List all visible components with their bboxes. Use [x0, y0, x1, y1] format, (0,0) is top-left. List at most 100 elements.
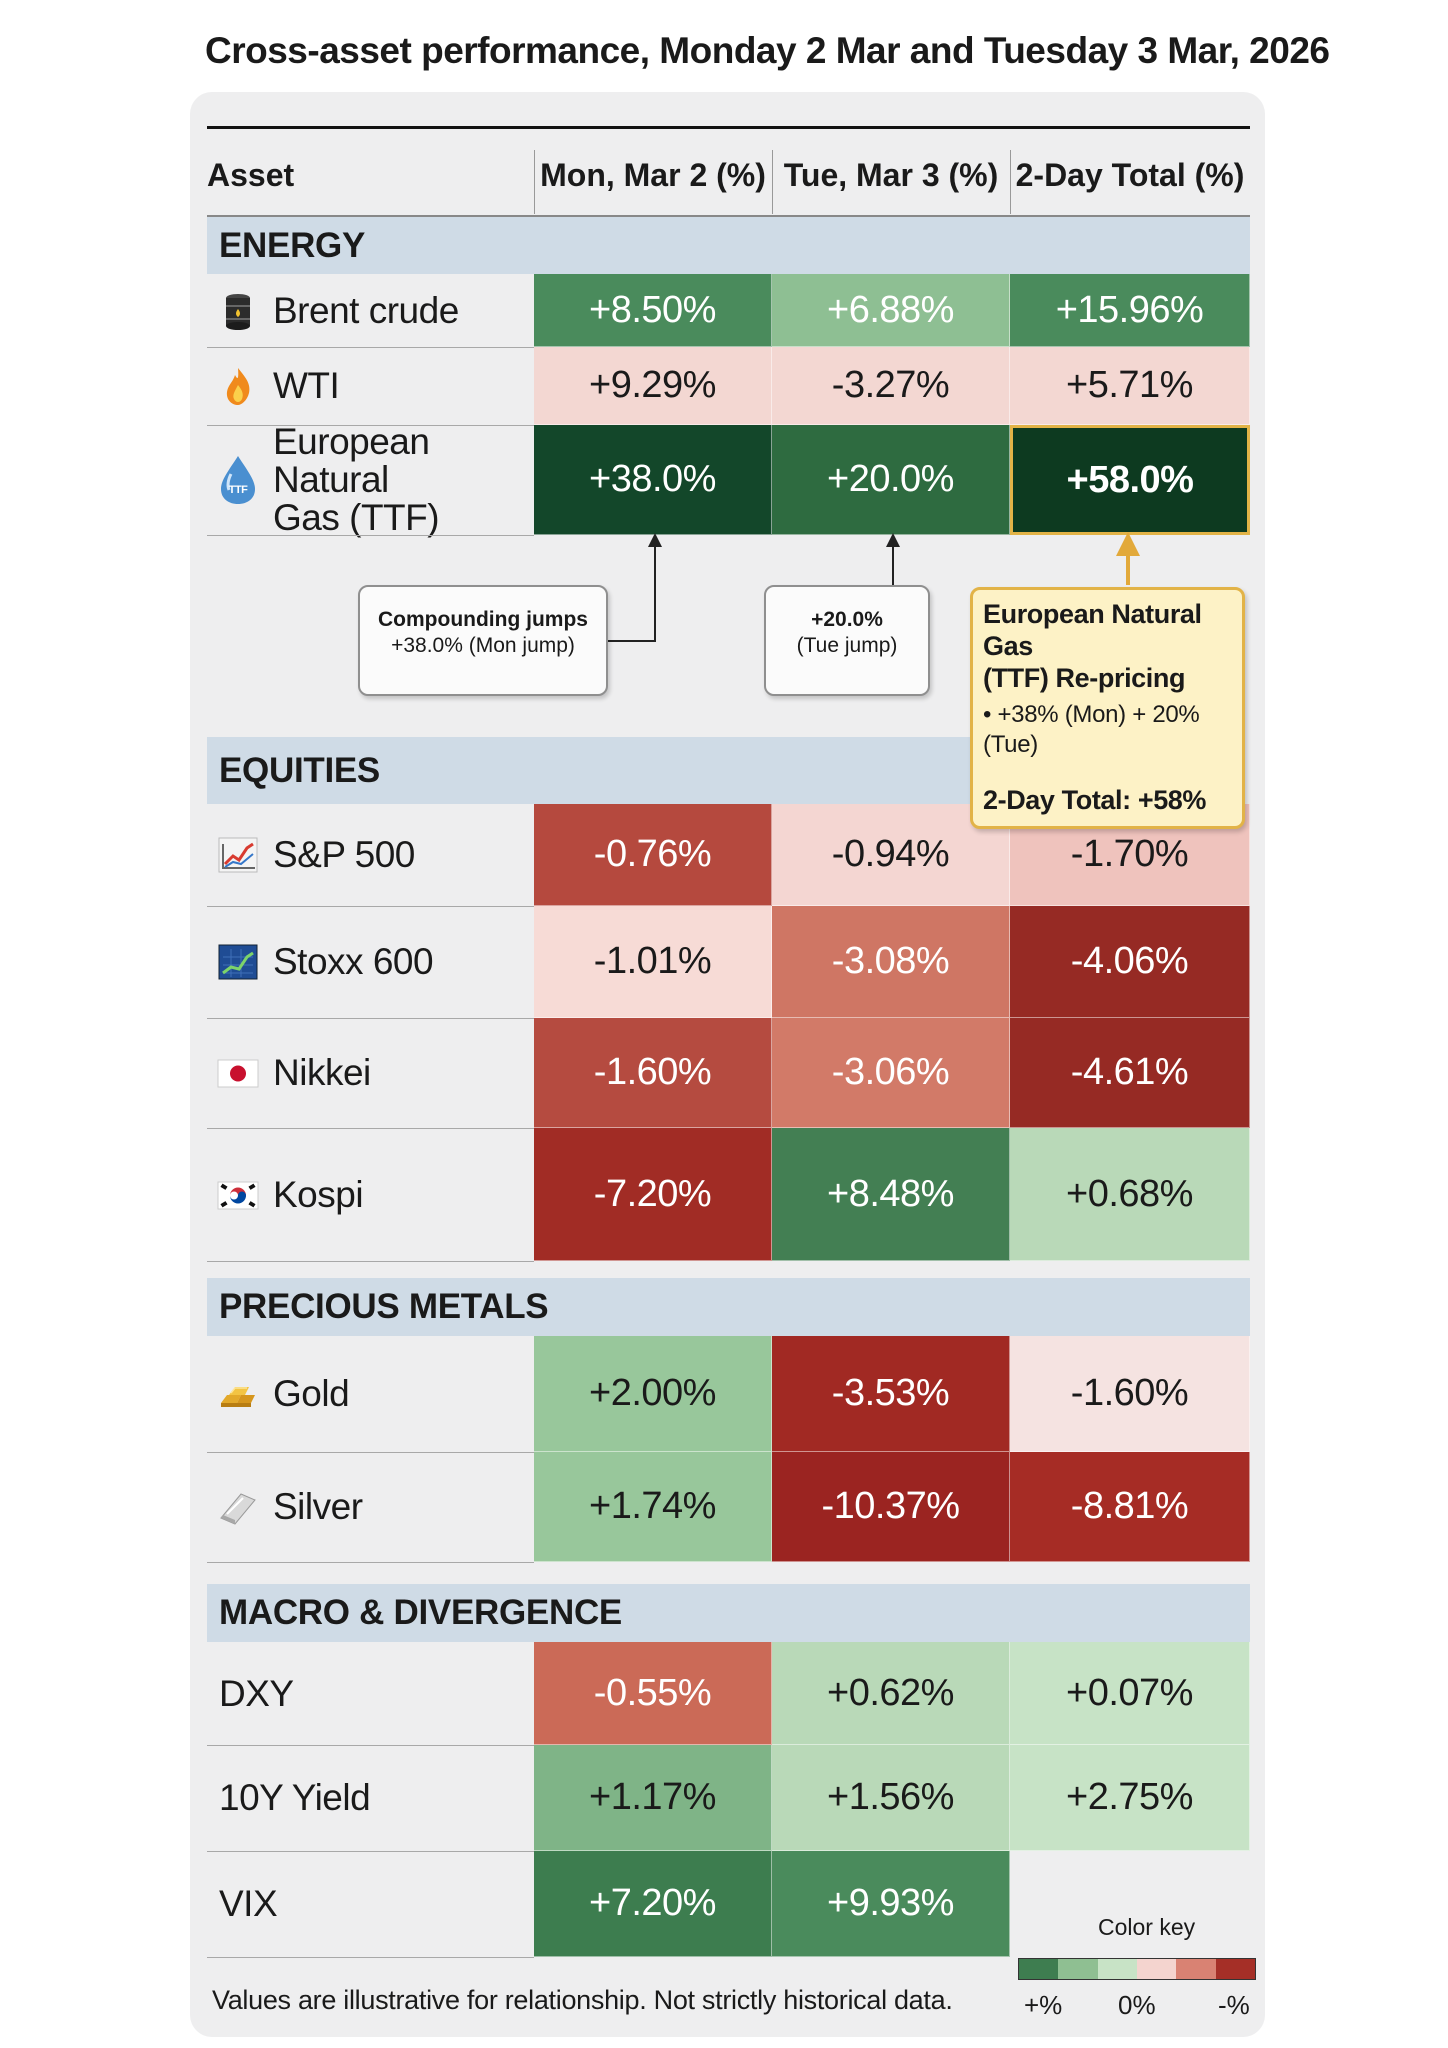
color-key-label-zero: 0% — [1118, 1990, 1156, 2020]
asset-stoxx-600: Stoxx 600 — [207, 906, 534, 1018]
row-divider — [207, 1128, 534, 1129]
asset-label: VIX — [219, 1883, 278, 1924]
callout-tue-jump: +20.0% (Tue jump) — [764, 585, 930, 696]
value-cell-silver-total: -8.81% — [1010, 1452, 1250, 1562]
value-cell-brent-crude-mon: +8.50% — [534, 274, 772, 347]
value-cell-stoxx-600-tue: -3.08% — [772, 906, 1010, 1018]
header-rule — [207, 215, 1250, 217]
value-cell-dxy-total: +0.07% — [1010, 1642, 1250, 1745]
row-divider — [207, 1851, 534, 1852]
section-header-macro: MACRO & DIVERGENCE — [207, 1584, 1250, 1642]
chart-title: Cross-asset performance, Monday 2 Mar an… — [205, 30, 1330, 71]
table-top-rule — [207, 126, 1250, 129]
column-header-tue: Tue, Mar 3 (%) — [783, 156, 999, 193]
value-cell-stoxx-600-total: -4.06% — [1010, 906, 1250, 1018]
value-cell-vix-mon: +7.20% — [534, 1851, 772, 1957]
value-cell-dxy-tue: +0.62% — [772, 1642, 1010, 1745]
value-cell-stoxx-600-mon: -1.01% — [534, 906, 772, 1018]
value-cell-vix-tue: +9.93% — [772, 1851, 1010, 1957]
value-cell-10y-yield-total: +2.75% — [1010, 1745, 1250, 1851]
row-divider — [207, 1957, 534, 1958]
value-cell-dxy-mon: -0.55% — [534, 1642, 772, 1745]
value-cell-10y-yield-tue: +1.56% — [772, 1745, 1010, 1851]
color-key-label-negative: -% — [1218, 1990, 1250, 2020]
asset-gold: Gold — [207, 1336, 534, 1452]
color-key-swatch — [1019, 1959, 1059, 1979]
section-header-precious-metals: PRECIOUS METALS — [207, 1278, 1250, 1336]
asset-label: European Natural Gas (TTF) — [273, 421, 440, 538]
row-divider — [207, 535, 534, 536]
row-divider — [207, 1745, 534, 1746]
asset-label: WTI — [273, 365, 340, 406]
asset-silver: Silver — [207, 1452, 534, 1562]
row-divider — [207, 906, 534, 907]
callout-ttf-repricing: European Natural Gas (TTF) Re-pricing • … — [970, 587, 1245, 829]
asset-label: Nikkei — [273, 1052, 371, 1093]
value-cell-kospi-tue: +8.48% — [772, 1128, 1010, 1261]
value-cell-european-natural-gas-ttf-total: +58.0% — [1010, 425, 1250, 535]
value-cell-kospi-total: +0.68% — [1010, 1128, 1250, 1261]
footnote: Values are illustrative for relationship… — [212, 1985, 953, 2015]
color-key-bar — [1018, 1958, 1256, 1980]
asset-label: Kospi — [273, 1173, 364, 1215]
value-cell-s-p-500-mon: -0.76% — [534, 804, 772, 906]
section-header-equities: EQUITIES — [207, 737, 970, 804]
korea-flag-icon — [217, 1174, 259, 1216]
asset-label: S&P 500 — [273, 834, 415, 875]
asset-dxy: DXY — [207, 1642, 534, 1745]
svg-text:TTF: TTF — [229, 484, 248, 496]
oil-barrel-icon — [217, 290, 259, 332]
value-cell-brent-crude-total: +15.96% — [1010, 274, 1250, 347]
value-cell-wti-total: +5.71% — [1010, 347, 1250, 425]
value-cell-gold-tue: -3.53% — [772, 1336, 1010, 1452]
header-divider — [772, 150, 773, 214]
value-cell-silver-mon: +1.74% — [534, 1452, 772, 1562]
asset-wti: WTI — [207, 347, 534, 425]
arrow-mon-jump — [608, 533, 662, 642]
callout-title: +20.0% — [811, 608, 883, 631]
line-chart-icon — [217, 834, 259, 876]
callout-ttf-total: 2-Day Total: +58% — [983, 785, 1207, 815]
asset-european-natural-gas-ttf: TTF European Natural Gas (TTF) — [207, 421, 534, 538]
asset-nikkei: Nikkei — [207, 1018, 534, 1128]
callout-ttf-bullet: • +38% (Mon) + 20% (Tue) — [983, 701, 1200, 758]
callout-ttf-title: European Natural Gas (TTF) Re-pricing — [983, 599, 1202, 693]
color-key-swatch — [1058, 1959, 1098, 1979]
color-key-swatch — [1136, 1959, 1177, 1979]
row-divider — [207, 1018, 534, 1019]
callout-title: Compounding jumps — [378, 608, 588, 631]
color-key-title: Color key — [1098, 1914, 1196, 1940]
column-header-total: 2-Day Total (%) — [1015, 156, 1245, 193]
value-cell-nikkei-mon: -1.60% — [534, 1018, 772, 1128]
value-cell-european-natural-gas-ttf-tue: +20.0% — [772, 425, 1010, 535]
value-cell-european-natural-gas-ttf-mon: +38.0% — [534, 425, 772, 535]
row-divider — [207, 1452, 534, 1453]
asset-label: Stoxx 600 — [273, 941, 434, 982]
asset-label: Gold — [273, 1373, 350, 1414]
flame-icon — [217, 365, 259, 407]
header-divider — [1010, 150, 1011, 214]
color-key-swatch — [1215, 1959, 1255, 1979]
section-header-energy: ENERGY — [207, 217, 1250, 274]
gas-drop-icon: TTF — [217, 454, 259, 506]
value-cell-kospi-mon: -7.20% — [534, 1128, 772, 1261]
color-key-swatch — [1097, 1959, 1137, 1979]
column-header-mon: Mon, Mar 2 (%) — [540, 156, 766, 193]
column-header-asset: Asset — [207, 156, 295, 193]
asset-label: Brent crude — [273, 289, 459, 331]
asset-vix: VIX — [207, 1851, 534, 1957]
color-key-swatch — [1176, 1959, 1216, 1979]
value-cell-wti-tue: -3.27% — [772, 347, 1010, 425]
color-key-label-positive: +% — [1024, 1990, 1063, 2020]
gold-bars-icon — [217, 1373, 259, 1415]
callout-body: (Tue jump) — [796, 634, 898, 657]
value-cell-nikkei-tue: -3.06% — [772, 1018, 1010, 1128]
row-divider — [207, 1562, 534, 1563]
value-cell-s-p-500-tue: -0.94% — [772, 804, 1010, 906]
silver-bar-icon — [217, 1486, 259, 1528]
asset-kospi: Kospi — [207, 1128, 534, 1261]
japan-flag-icon — [217, 1052, 259, 1094]
asset-label: 10Y Yield — [219, 1777, 371, 1818]
row-divider — [207, 347, 534, 348]
